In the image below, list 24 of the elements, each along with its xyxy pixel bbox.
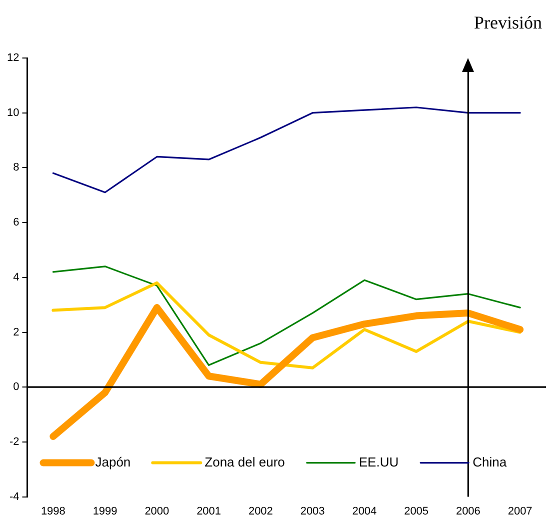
x-tick-label: 2005 — [404, 505, 429, 518]
legend-label: Japón — [95, 454, 131, 470]
x-tick-label: 2007 — [508, 505, 532, 518]
x-tick-label: 2001 — [196, 505, 222, 518]
y-tick-label: 8 — [13, 162, 20, 174]
x-tick-label: 1999 — [92, 505, 118, 518]
legend-label: EE.UU — [358, 454, 399, 470]
y-tick-label: 10 — [6, 106, 20, 119]
y-tick-label: -4 — [9, 490, 20, 503]
y-tick-label: 12 — [6, 52, 20, 64]
x-tick-label: 1998 — [40, 505, 66, 518]
x-tick-label: 2002 — [248, 505, 273, 518]
x-tick-label: 2006 — [456, 505, 480, 518]
x-tick-label: 2003 — [300, 505, 325, 518]
y-tick-label: 2 — [13, 326, 20, 338]
legend-label: China — [472, 454, 508, 470]
y-tick-label: -2 — [9, 436, 20, 448]
ref-line-label: Previsión — [474, 12, 542, 33]
y-tick-label: 6 — [13, 216, 20, 229]
y-tick-label: 4 — [13, 271, 20, 284]
x-tick-label: 2004 — [352, 505, 377, 518]
legend-label: Zona del euro — [204, 454, 285, 470]
y-tick-label: 0 — [13, 381, 20, 394]
x-tick-label: 2000 — [144, 505, 170, 518]
